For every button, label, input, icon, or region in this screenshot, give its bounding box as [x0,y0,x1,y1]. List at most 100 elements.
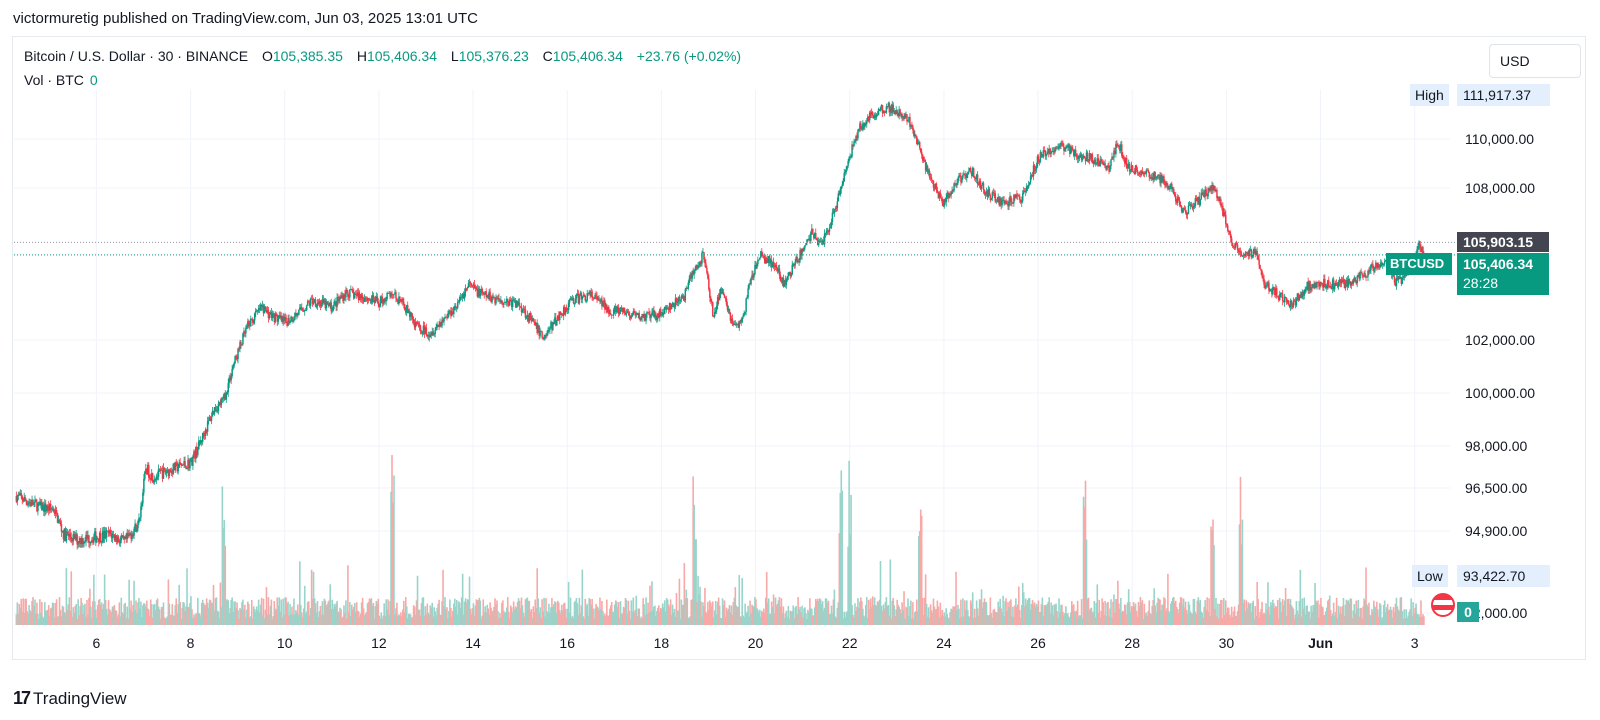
volume-bar [1340,614,1343,625]
volume-bar [816,598,819,625]
candle-body [1260,268,1262,271]
candle-body [1015,194,1017,198]
volume-bar [544,616,546,625]
candle-body [1119,146,1121,151]
volume-bar [1348,603,1351,625]
volume-bar [1290,605,1293,625]
volume-bar [210,602,213,625]
candle-body [1318,283,1320,287]
flag-icon[interactable] [1431,593,1455,617]
candle-body [1273,287,1275,289]
x-tick-label: 18 [654,635,670,651]
volume-bar [321,601,324,625]
volume-bar [698,594,700,625]
tradingview-logo[interactable]: 17 TradingView [13,688,127,709]
candle-body [724,297,727,299]
volume-bar [1194,611,1197,625]
candle-body [1373,268,1375,272]
candle-body [180,463,182,466]
candle-body [1294,301,1297,306]
volume-bar [1253,618,1256,625]
volume-bar [804,607,806,625]
volume-bar [730,605,733,625]
candle-body [1303,292,1305,296]
volume-bar [1288,603,1291,625]
volume-bar [1150,614,1153,625]
volume-bar [299,561,301,625]
candle-body [122,535,125,538]
volume-bar [851,604,853,625]
volume-bar [895,609,897,625]
candle-body [728,308,731,313]
volume-bar [1277,618,1280,625]
symbol-title[interactable]: Bitcoin / U.S. Dollar · 30 · BINANCE [24,48,249,64]
volume-bar [1158,599,1160,625]
candle-body [1071,147,1073,149]
volume-bar [1379,604,1382,625]
candle-body [563,307,566,314]
candle-body [1006,203,1008,205]
candle-body [965,175,967,178]
candle-body [1219,199,1221,201]
volume-bar [627,600,630,625]
volume-bar [98,599,101,625]
candle-body [263,306,266,314]
volume-bar [1394,603,1397,625]
candle-body [721,292,724,294]
candle-body [43,504,45,512]
volume-bar [917,535,920,625]
candle-body [1307,282,1309,291]
candle-body [1243,255,1246,257]
volume-bar [376,603,379,625]
volume-bar [160,606,163,625]
volume-bar [36,602,38,625]
volume-bar [1216,616,1218,625]
volume-bar [371,605,374,625]
open-label: O [261,48,273,64]
candle-body [214,407,217,411]
volume-bar [569,597,572,625]
volume-bar [441,601,443,625]
volume-bar [833,589,836,625]
volume-bar [1332,602,1335,625]
candle-body [412,319,415,323]
volume-bar [17,613,20,625]
volume-bar [1188,604,1191,625]
volume-bar [531,618,534,625]
candle-body [947,192,949,199]
candle-body [1228,231,1231,234]
candle-body [1384,260,1387,261]
volume-bar [775,605,778,625]
volume-label[interactable]: Vol · BTC [24,72,84,88]
volume-bar [272,616,275,625]
volume-bar [975,600,978,625]
volume-bar [1264,614,1266,625]
volume-bar [263,618,266,625]
volume-bar [245,617,247,625]
volume-bar [731,614,734,625]
volume-bar [341,618,343,625]
volume-bar [91,617,93,625]
volume-bar [1395,597,1398,625]
candle-body [788,271,791,273]
volume-bar [894,615,897,625]
candle-body [278,315,280,318]
volume-bar [1119,608,1121,625]
candle-body [363,297,366,303]
volume-bar [81,602,83,625]
candle-body [582,294,585,297]
currency-button[interactable]: USD [1489,44,1581,78]
candle-body [496,297,498,299]
volume-bar [1095,602,1098,625]
volume-bar [879,560,882,625]
volume-bar [28,605,30,625]
candle-body [246,326,248,328]
volume-bar [1204,600,1206,625]
candle-body [960,176,962,183]
volume-bar [650,611,652,625]
volume-bar [1374,606,1376,625]
volume-bar [424,606,427,625]
candle-body [1245,252,1248,254]
volume-bar [971,592,974,625]
